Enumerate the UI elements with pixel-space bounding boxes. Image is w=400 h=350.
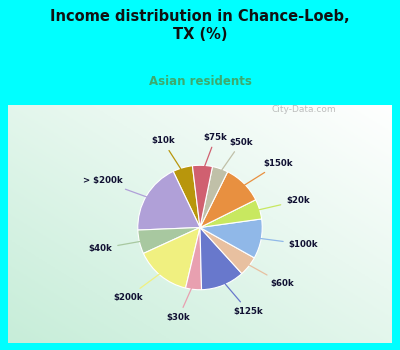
Text: City-Data.com: City-Data.com — [272, 105, 337, 114]
Wedge shape — [186, 228, 202, 290]
Wedge shape — [192, 165, 212, 228]
Wedge shape — [144, 228, 200, 288]
Text: $30k: $30k — [167, 285, 193, 322]
Wedge shape — [200, 228, 254, 274]
Text: > $200k: > $200k — [83, 176, 150, 198]
Wedge shape — [200, 219, 262, 258]
Text: Income distribution in Chance-Loeb,
TX (%): Income distribution in Chance-Loeb, TX (… — [50, 9, 350, 42]
Text: $10k: $10k — [151, 136, 183, 173]
Wedge shape — [138, 172, 200, 230]
Wedge shape — [138, 228, 200, 253]
Wedge shape — [200, 228, 242, 290]
Wedge shape — [200, 172, 256, 228]
Text: $50k: $50k — [219, 138, 253, 174]
Wedge shape — [200, 167, 228, 228]
Wedge shape — [200, 200, 262, 228]
Text: Asian residents: Asian residents — [148, 75, 252, 88]
Text: $150k: $150k — [241, 159, 293, 187]
Text: $60k: $60k — [245, 263, 294, 288]
Text: $125k: $125k — [222, 280, 263, 316]
Text: $200k: $200k — [113, 272, 163, 302]
Text: $20k: $20k — [255, 196, 310, 211]
Wedge shape — [173, 166, 200, 228]
Text: $40k: $40k — [88, 241, 144, 253]
Text: $100k: $100k — [256, 238, 318, 248]
Text: $75k: $75k — [203, 133, 228, 170]
